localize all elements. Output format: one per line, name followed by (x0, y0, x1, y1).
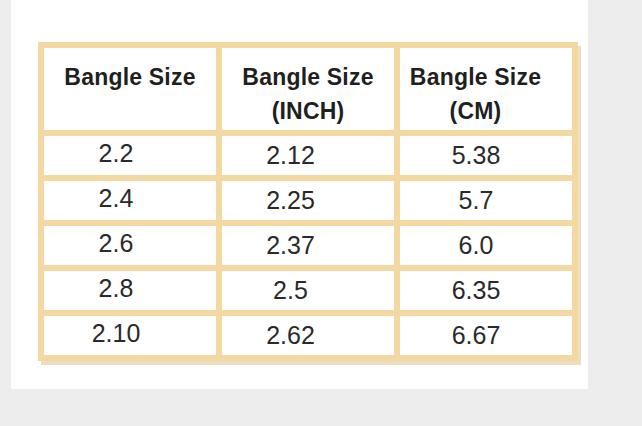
cell-inch: 2.5 (219, 268, 397, 313)
table-row: 2.6 2.37 6.0 (41, 223, 575, 268)
column-header-label: Bangle Size (401, 60, 550, 94)
cell-cm: 5.7 (397, 178, 575, 223)
cell-inch: 2.37 (219, 223, 397, 268)
table-row: 2.2 2.12 5.38 (41, 133, 575, 178)
table-row: 2.8 2.5 6.35 (41, 268, 575, 313)
column-header-label: Bangle Size (45, 60, 215, 94)
column-header-sublabel: (CM) (401, 94, 550, 128)
cell-size: 2.6 (41, 223, 219, 268)
cell-size: 2.8 (41, 268, 219, 313)
cell-size: 2.10 (41, 313, 219, 358)
table-row: 2.4 2.25 5.7 (41, 178, 575, 223)
cell-size: 2.4 (41, 178, 219, 223)
bangle-size-table: Bangle Size Bangle Size (INCH) Bangle Si… (38, 42, 578, 361)
cell-cm: 6.35 (397, 268, 575, 313)
table-row: 2.10 2.62 6.67 (41, 313, 575, 358)
column-header-inch: Bangle Size (INCH) (219, 45, 397, 133)
content-card: Bangle Size Bangle Size (INCH) Bangle Si… (11, 0, 588, 389)
cell-inch: 2.12 (219, 133, 397, 178)
cell-cm: 6.0 (397, 223, 575, 268)
cell-inch: 2.25 (219, 178, 397, 223)
cell-inch: 2.62 (219, 313, 397, 358)
column-header-bangle-size: Bangle Size (41, 45, 219, 133)
header-row: Bangle Size Bangle Size (INCH) Bangle Si… (41, 45, 575, 133)
column-header-cm: Bangle Size (CM) (397, 45, 575, 133)
cell-size: 2.2 (41, 133, 219, 178)
column-header-label: Bangle Size (223, 60, 393, 94)
column-header-sublabel: (INCH) (223, 94, 393, 128)
cell-cm: 5.38 (397, 133, 575, 178)
cell-cm: 6.67 (397, 313, 575, 358)
